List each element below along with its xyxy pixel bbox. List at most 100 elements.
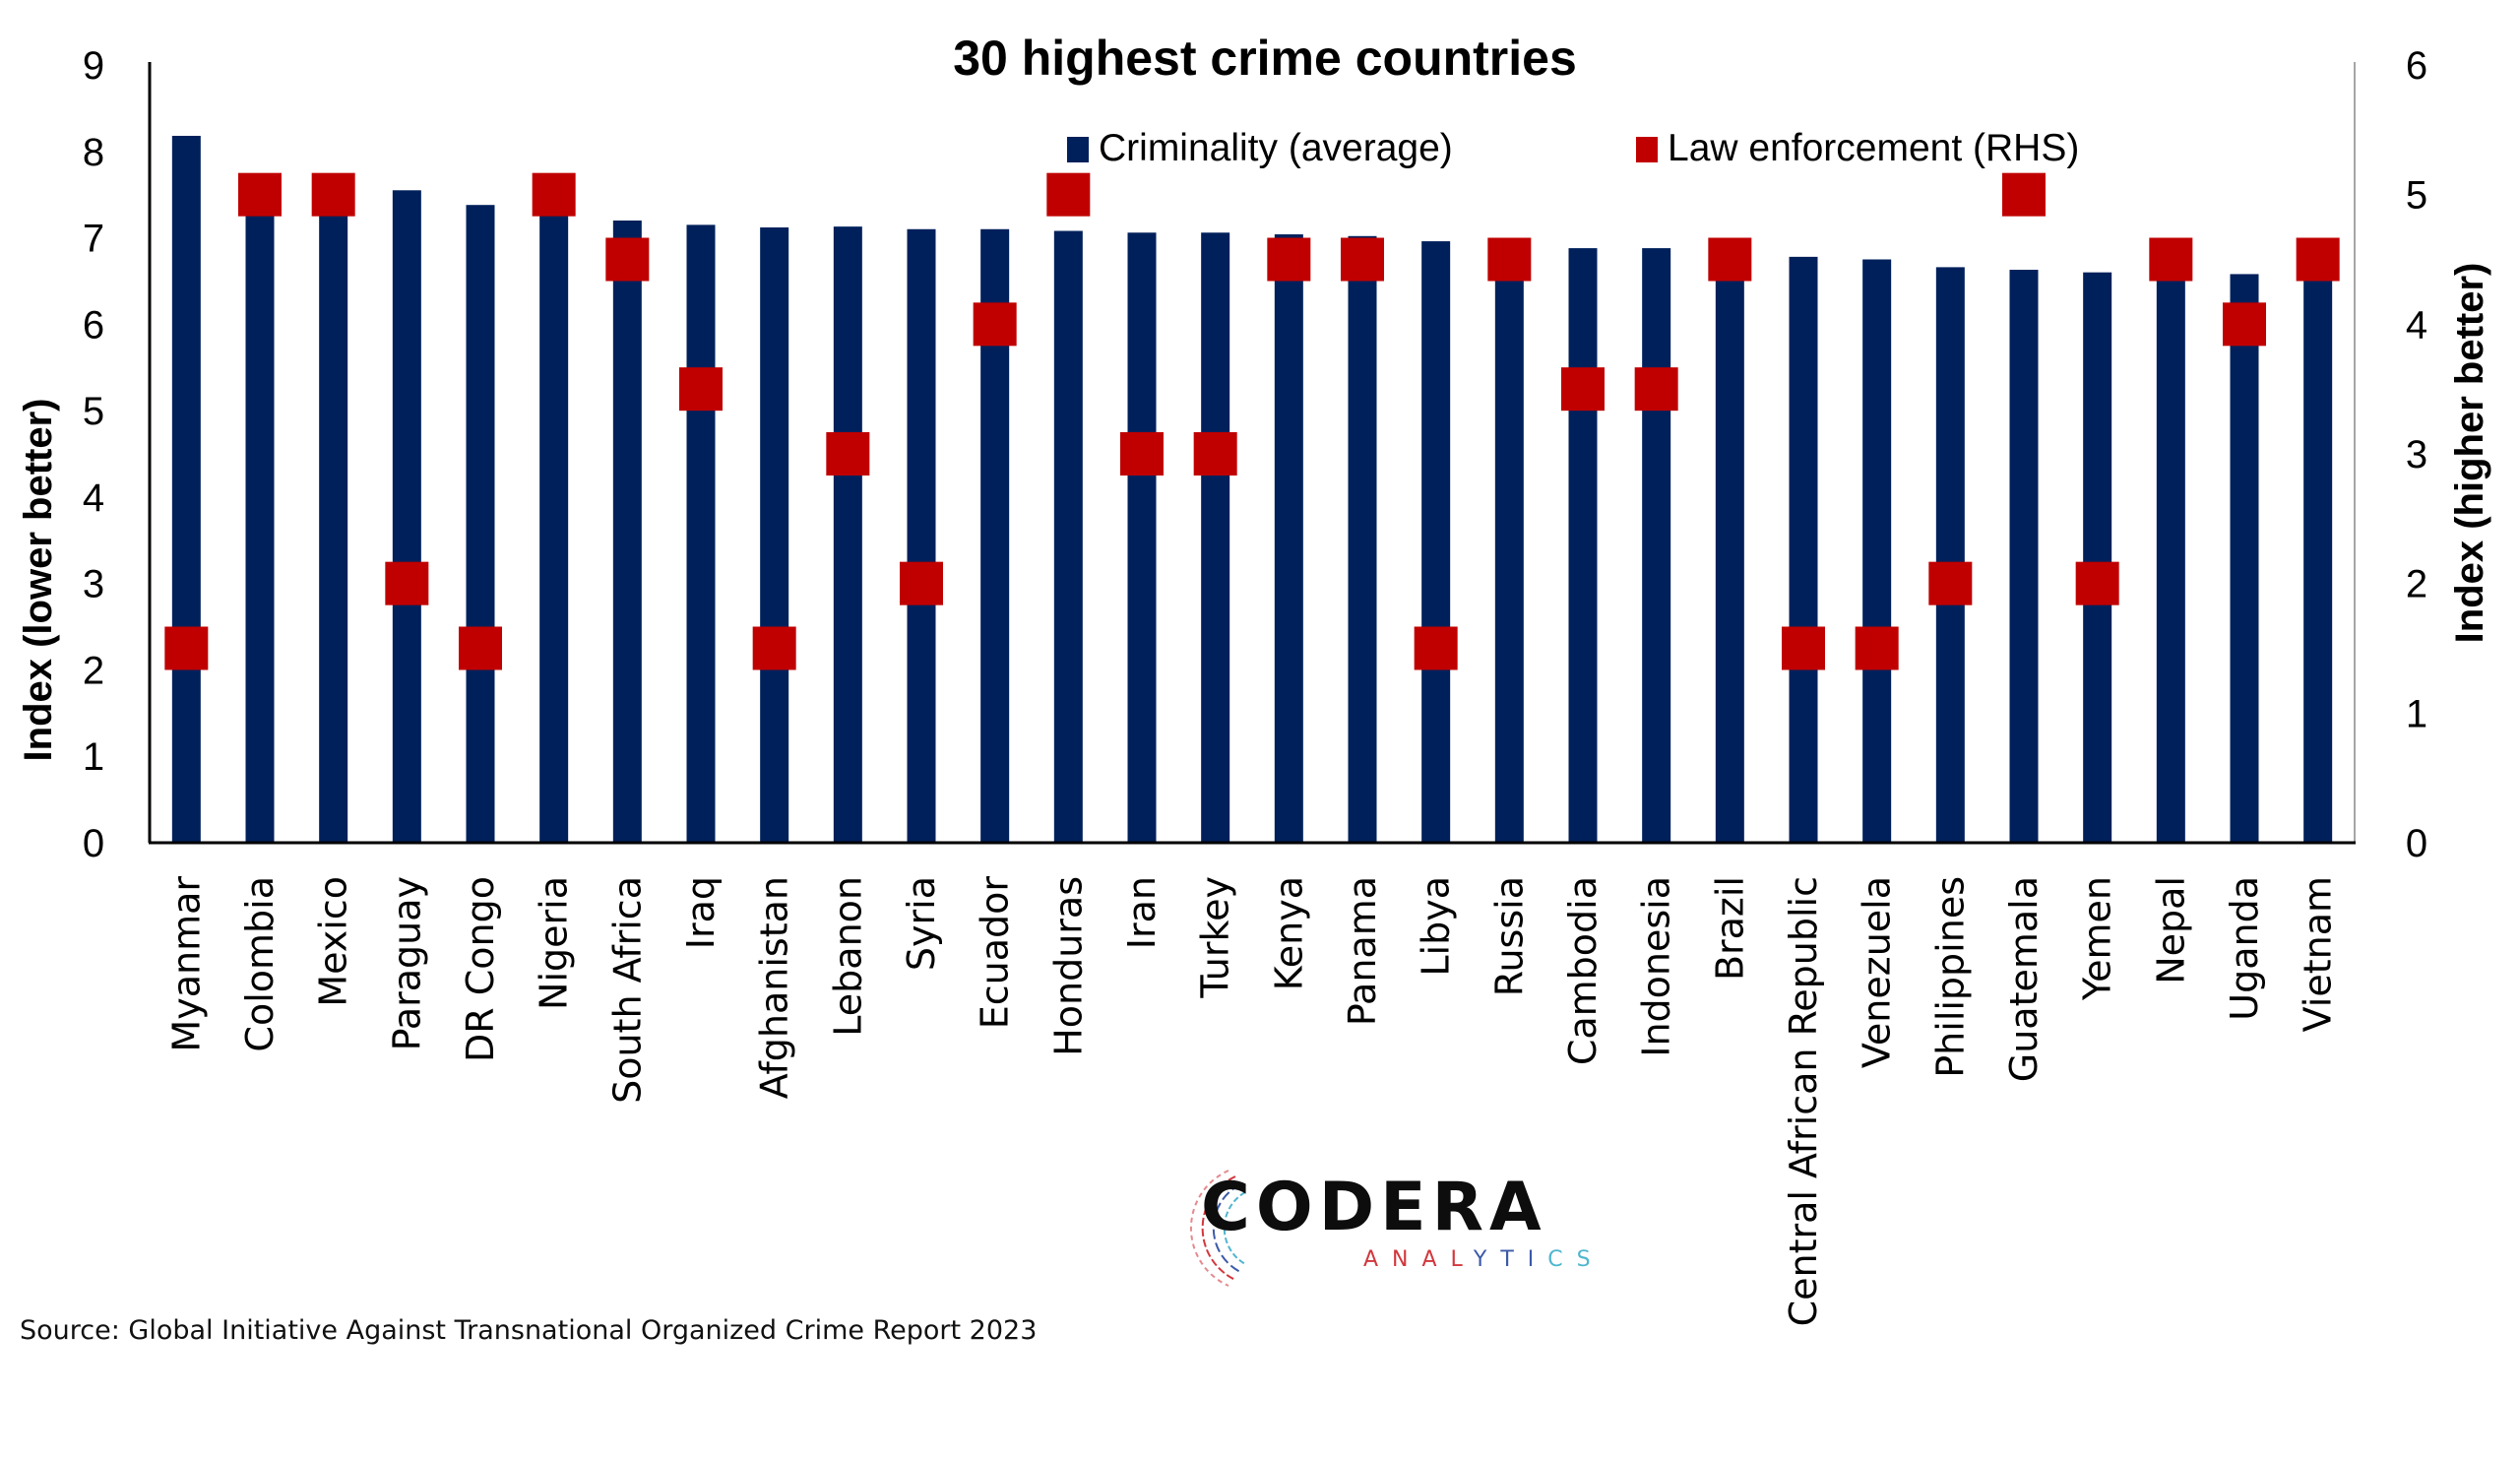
marker-law-enforcement bbox=[238, 172, 282, 217]
bar-criminality bbox=[1935, 267, 1965, 843]
marker-law-enforcement bbox=[1855, 626, 1899, 670]
codera-logo-tagline: ANALYTICS bbox=[1363, 1247, 1605, 1272]
x-tick-label: Iran bbox=[1120, 876, 1164, 949]
y-tick-label: 2 bbox=[83, 649, 104, 692]
marker-law-enforcement bbox=[1193, 432, 1237, 476]
bar-criminality bbox=[2009, 270, 2039, 843]
marker-law-enforcement bbox=[1487, 237, 1532, 282]
legend-swatch-law-enforcement bbox=[1636, 137, 1658, 162]
bar-criminality bbox=[1274, 234, 1303, 844]
marker-law-enforcement bbox=[311, 172, 355, 217]
bar-criminality bbox=[1862, 259, 1892, 843]
x-tick-label: Kenya bbox=[1267, 876, 1310, 990]
bar-criminality bbox=[245, 180, 275, 844]
bars-criminality bbox=[171, 135, 2333, 844]
marker-law-enforcement bbox=[1928, 561, 1973, 605]
bar-criminality bbox=[1568, 248, 1598, 844]
x-tick-label: Myanmar bbox=[164, 876, 208, 1052]
marker-law-enforcement bbox=[1634, 367, 1678, 412]
y-tick-label: 3 bbox=[83, 563, 104, 606]
x-tick-label: Iraq bbox=[679, 876, 723, 949]
marker-law-enforcement bbox=[2296, 237, 2340, 282]
y-tick-label: 9 bbox=[83, 44, 104, 88]
marker-law-enforcement bbox=[1414, 626, 1458, 670]
x-tick-label: Vietnam bbox=[2297, 876, 2340, 1032]
bar-criminality bbox=[1642, 248, 1671, 844]
x-tick-label: Nepal bbox=[2149, 876, 2192, 984]
x-tick-label: Nigeria bbox=[533, 876, 576, 1010]
bar-criminality bbox=[2230, 274, 2259, 843]
bar-criminality bbox=[1421, 241, 1451, 844]
y-tick-label: 0 bbox=[83, 822, 104, 865]
y-tick-label: 1 bbox=[83, 735, 104, 779]
marker-law-enforcement bbox=[1120, 432, 1164, 476]
x-tick-label: Central African Republic bbox=[1782, 876, 1825, 1326]
bar-criminality bbox=[1494, 243, 1524, 843]
source-note: Source: Global Initiative Against Transn… bbox=[20, 1315, 1038, 1346]
markers-law-enforcement bbox=[164, 172, 2340, 670]
marker-law-enforcement bbox=[1708, 237, 1752, 282]
bar-criminality bbox=[171, 135, 201, 843]
codera-logo-mark bbox=[1190, 1170, 1246, 1287]
x-tick-label: Afghanistan bbox=[753, 876, 796, 1099]
y-tick-label: 4 bbox=[83, 476, 104, 520]
marker-law-enforcement bbox=[164, 626, 209, 670]
bar-criminality bbox=[1201, 232, 1230, 844]
bar-criminality bbox=[2156, 273, 2185, 843]
marker-law-enforcement bbox=[2075, 561, 2119, 605]
x-tick-label: Philippines bbox=[1928, 876, 1972, 1078]
marker-law-enforcement bbox=[1341, 237, 1384, 282]
marker-law-enforcement bbox=[1561, 367, 1605, 412]
y2-tick-label: 1 bbox=[2406, 692, 2427, 735]
bar-criminality bbox=[833, 226, 862, 844]
bar-criminality bbox=[1127, 232, 1157, 844]
bar-criminality bbox=[760, 227, 789, 843]
bar-criminality bbox=[1053, 230, 1083, 844]
y2-tick-label: 5 bbox=[2406, 174, 2427, 218]
x-tick-label: Uganda bbox=[2223, 876, 2266, 1021]
bar-criminality bbox=[539, 213, 569, 843]
bar-criminality bbox=[392, 190, 421, 843]
bar-criminality bbox=[686, 224, 716, 843]
y2-tick-label: 2 bbox=[2406, 563, 2427, 606]
x-tick-label: Yemen bbox=[2076, 876, 2119, 1001]
marker-law-enforcement bbox=[2002, 172, 2046, 217]
bar-criminality bbox=[612, 221, 642, 843]
x-tick-label: Indonesia bbox=[1635, 876, 1678, 1057]
x-tick-label: Turkey bbox=[1194, 876, 1237, 999]
y2-axis-title: Index (higher better) bbox=[2448, 263, 2491, 644]
codera-logo-word: CODERA bbox=[1201, 1169, 1547, 1246]
y-tick-label: 8 bbox=[83, 131, 104, 174]
x-tick-label: Libya bbox=[1415, 876, 1458, 977]
marker-law-enforcement bbox=[752, 626, 796, 670]
x-axis-labels: Myanmar Colombia Mexico Paraguay DR Congo Nig… bbox=[164, 876, 2339, 1327]
marker-law-enforcement bbox=[2223, 302, 2266, 347]
x-tick-label: Cambodia bbox=[1561, 876, 1605, 1065]
x-tick-label: DR Congo bbox=[459, 876, 502, 1062]
y2-tick-label: 4 bbox=[2406, 303, 2427, 347]
x-tick-label: Ecuador bbox=[974, 876, 1017, 1030]
marker-law-enforcement bbox=[2149, 237, 2193, 282]
bar-criminality bbox=[2303, 277, 2333, 843]
bar-criminality bbox=[1789, 256, 1818, 843]
marker-law-enforcement bbox=[459, 626, 502, 670]
y-tick-label: 6 bbox=[83, 303, 104, 347]
marker-law-enforcement bbox=[1782, 626, 1825, 670]
codera-logo: CODERA ANALYTICS bbox=[1142, 1167, 1614, 1290]
x-tick-label: Honduras bbox=[1046, 876, 1090, 1056]
x-tick-label: Lebanon bbox=[826, 876, 869, 1037]
marker-law-enforcement bbox=[900, 561, 943, 605]
marker-law-enforcement bbox=[1267, 237, 1311, 282]
y2-tick-label: 0 bbox=[2406, 822, 2427, 865]
bar-criminality bbox=[466, 205, 495, 843]
legend-label-law-enforcement: Law enforcement (RHS) bbox=[1668, 127, 2079, 169]
y-axis-title: Index (lower better) bbox=[17, 399, 60, 762]
marker-law-enforcement bbox=[605, 237, 650, 282]
x-tick-label: Colombia bbox=[238, 876, 282, 1052]
marker-law-enforcement bbox=[385, 561, 429, 605]
x-tick-label: Syria bbox=[900, 876, 943, 971]
y-axis-ticks: 0 1 2 3 4 5 6 7 8 9 bbox=[83, 44, 104, 865]
bar-criminality bbox=[2083, 272, 2112, 844]
y2-tick-label: 3 bbox=[2406, 433, 2427, 476]
